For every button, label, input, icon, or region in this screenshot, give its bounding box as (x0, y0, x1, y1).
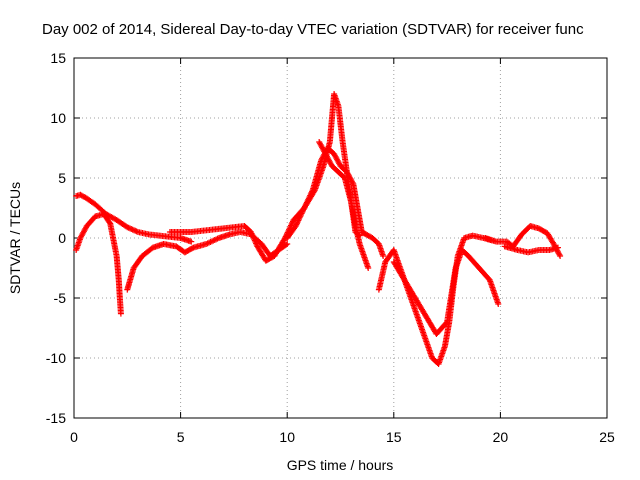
data-point (299, 209, 306, 216)
y-tick-label: 5 (58, 170, 66, 186)
axis-ticks: 0 5 10 15 20 25 -15 -10 -5 0 5 10 15 (46, 50, 615, 445)
y-tick-label: -10 (46, 350, 66, 366)
y-tick-label: -15 (46, 410, 66, 426)
x-axis-label: GPS time / hours (287, 457, 394, 473)
series-track-4 (166, 91, 363, 264)
y-tick-label: 10 (50, 110, 66, 126)
data-point (294, 218, 301, 225)
series-track-3 (124, 229, 291, 293)
data-point (296, 216, 303, 223)
series-track-5 (284, 145, 387, 259)
data-point (294, 220, 301, 227)
y-axis-label: SDTVAR / TECUs (7, 182, 23, 294)
data-point (106, 219, 113, 226)
data-point (307, 191, 314, 198)
x-tick-label: 25 (599, 429, 615, 445)
x-tick-label: 15 (386, 429, 402, 445)
x-tick-label: 20 (493, 429, 509, 445)
data-series (73, 91, 564, 367)
series-track-8 (390, 247, 502, 337)
data-point (307, 192, 314, 199)
data-point (188, 238, 195, 245)
data-point (292, 223, 299, 229)
data-point (302, 202, 309, 209)
chart-title: Day 002 of 2014, Sidereal Day-to-day VTE… (42, 21, 584, 38)
data-point (298, 210, 305, 217)
data-point (303, 199, 310, 206)
data-point (556, 251, 563, 258)
x-tick-label: 5 (177, 429, 185, 445)
data-point (557, 253, 564, 259)
data-point (299, 207, 306, 214)
data-point (380, 253, 387, 259)
data-point (189, 245, 196, 252)
data-point (306, 193, 313, 200)
series-track-6 (316, 139, 372, 271)
data-point (117, 310, 124, 317)
y-tick-label: 15 (50, 50, 66, 66)
data-point (295, 217, 302, 224)
y-tick-label: -5 (54, 290, 67, 306)
data-point (365, 265, 372, 271)
data-point (304, 198, 311, 205)
data-point (309, 188, 316, 195)
data-point (293, 221, 300, 228)
series-track-10 (501, 243, 561, 256)
data-point (305, 196, 312, 203)
x-tick-label: 0 (70, 429, 78, 445)
data-point (554, 244, 561, 251)
data-point (443, 320, 450, 327)
series-track-2 (73, 211, 124, 317)
data-point (301, 205, 308, 211)
y-tick-label: 0 (58, 230, 66, 246)
x-tick-label: 10 (279, 429, 295, 445)
data-point (301, 203, 308, 210)
series-track-9 (482, 223, 564, 259)
data-point (349, 179, 356, 186)
series-track-1 (73, 191, 195, 245)
data-point (284, 241, 291, 247)
data-point (297, 213, 304, 220)
data-point (305, 195, 312, 202)
data-point (308, 189, 315, 196)
data-point (297, 211, 304, 218)
data-point (495, 301, 502, 307)
data-point (300, 206, 307, 213)
data-point (303, 200, 310, 207)
data-point (296, 214, 303, 221)
